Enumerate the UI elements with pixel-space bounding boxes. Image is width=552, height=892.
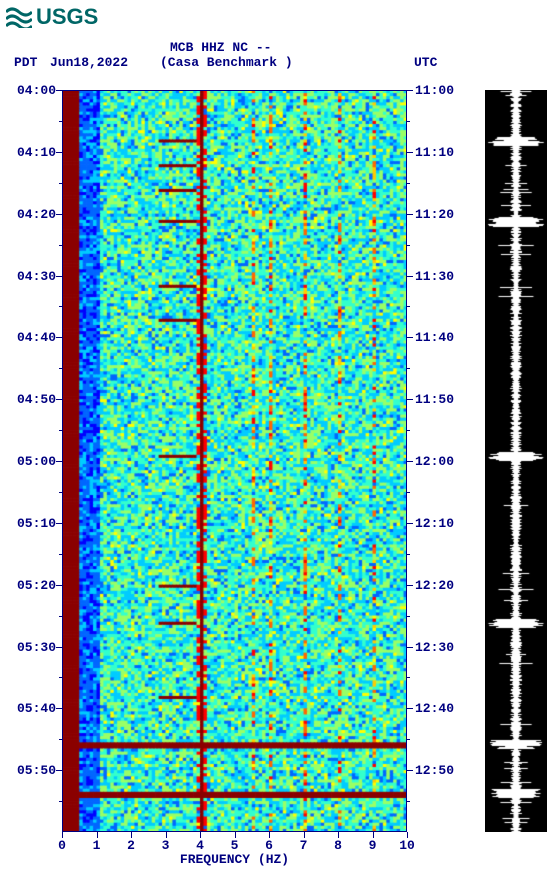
y-right-label: 12:00 xyxy=(415,454,465,469)
y-right-label: 12:30 xyxy=(415,640,465,655)
x-tick-label: 10 xyxy=(397,838,417,853)
usgs-logo-text: USGS xyxy=(36,4,98,30)
left-tz: PDT xyxy=(14,55,37,70)
y-right-label: 12:50 xyxy=(415,763,465,778)
y-right-label: 11:20 xyxy=(415,207,465,222)
y-right-label: 12:20 xyxy=(415,578,465,593)
x-tick-label: 4 xyxy=(190,838,210,853)
x-tick-label: 6 xyxy=(259,838,279,853)
y-left-label: 05:50 xyxy=(6,763,56,778)
x-tick-label: 1 xyxy=(87,838,107,853)
y-left-label: 05:40 xyxy=(6,701,56,716)
y-left-label: 04:30 xyxy=(6,269,56,284)
y-right-label: 11:40 xyxy=(415,330,465,345)
x-tick-label: 2 xyxy=(121,838,141,853)
usgs-wave-icon xyxy=(6,6,32,28)
y-left-label: 05:10 xyxy=(6,516,56,531)
y-left-label: 04:50 xyxy=(6,392,56,407)
y-left-label: 05:00 xyxy=(6,454,56,469)
y-left-label: 04:40 xyxy=(6,330,56,345)
y-right-label: 11:30 xyxy=(415,269,465,284)
right-tz: UTC xyxy=(414,55,437,70)
x-tick-label: 8 xyxy=(328,838,348,853)
waveform-plot xyxy=(485,90,547,832)
y-left-label: 04:10 xyxy=(6,145,56,160)
spectrogram-frame xyxy=(62,90,407,832)
y-right-label: 11:10 xyxy=(415,145,465,160)
y-right-label: 11:00 xyxy=(415,83,465,98)
station-desc: (Casa Benchmark ) xyxy=(160,55,293,70)
y-right-label: 11:50 xyxy=(415,392,465,407)
station-line: MCB HHZ NC -- xyxy=(170,40,271,55)
x-axis-label: FREQUENCY (HZ) xyxy=(135,852,335,867)
y-left-label: 05:30 xyxy=(6,640,56,655)
x-tick-label: 7 xyxy=(294,838,314,853)
x-tick-label: 5 xyxy=(225,838,245,853)
y-left-label: 05:20 xyxy=(6,578,56,593)
y-right-label: 12:40 xyxy=(415,701,465,716)
date-label: Jun18,2022 xyxy=(50,55,128,70)
usgs-logo: USGS xyxy=(6,4,98,30)
x-tick-label: 0 xyxy=(52,838,72,853)
y-right-label: 12:10 xyxy=(415,516,465,531)
y-left-label: 04:00 xyxy=(6,83,56,98)
y-left-label: 04:20 xyxy=(6,207,56,222)
x-tick-label: 9 xyxy=(363,838,383,853)
x-tick-label: 3 xyxy=(156,838,176,853)
